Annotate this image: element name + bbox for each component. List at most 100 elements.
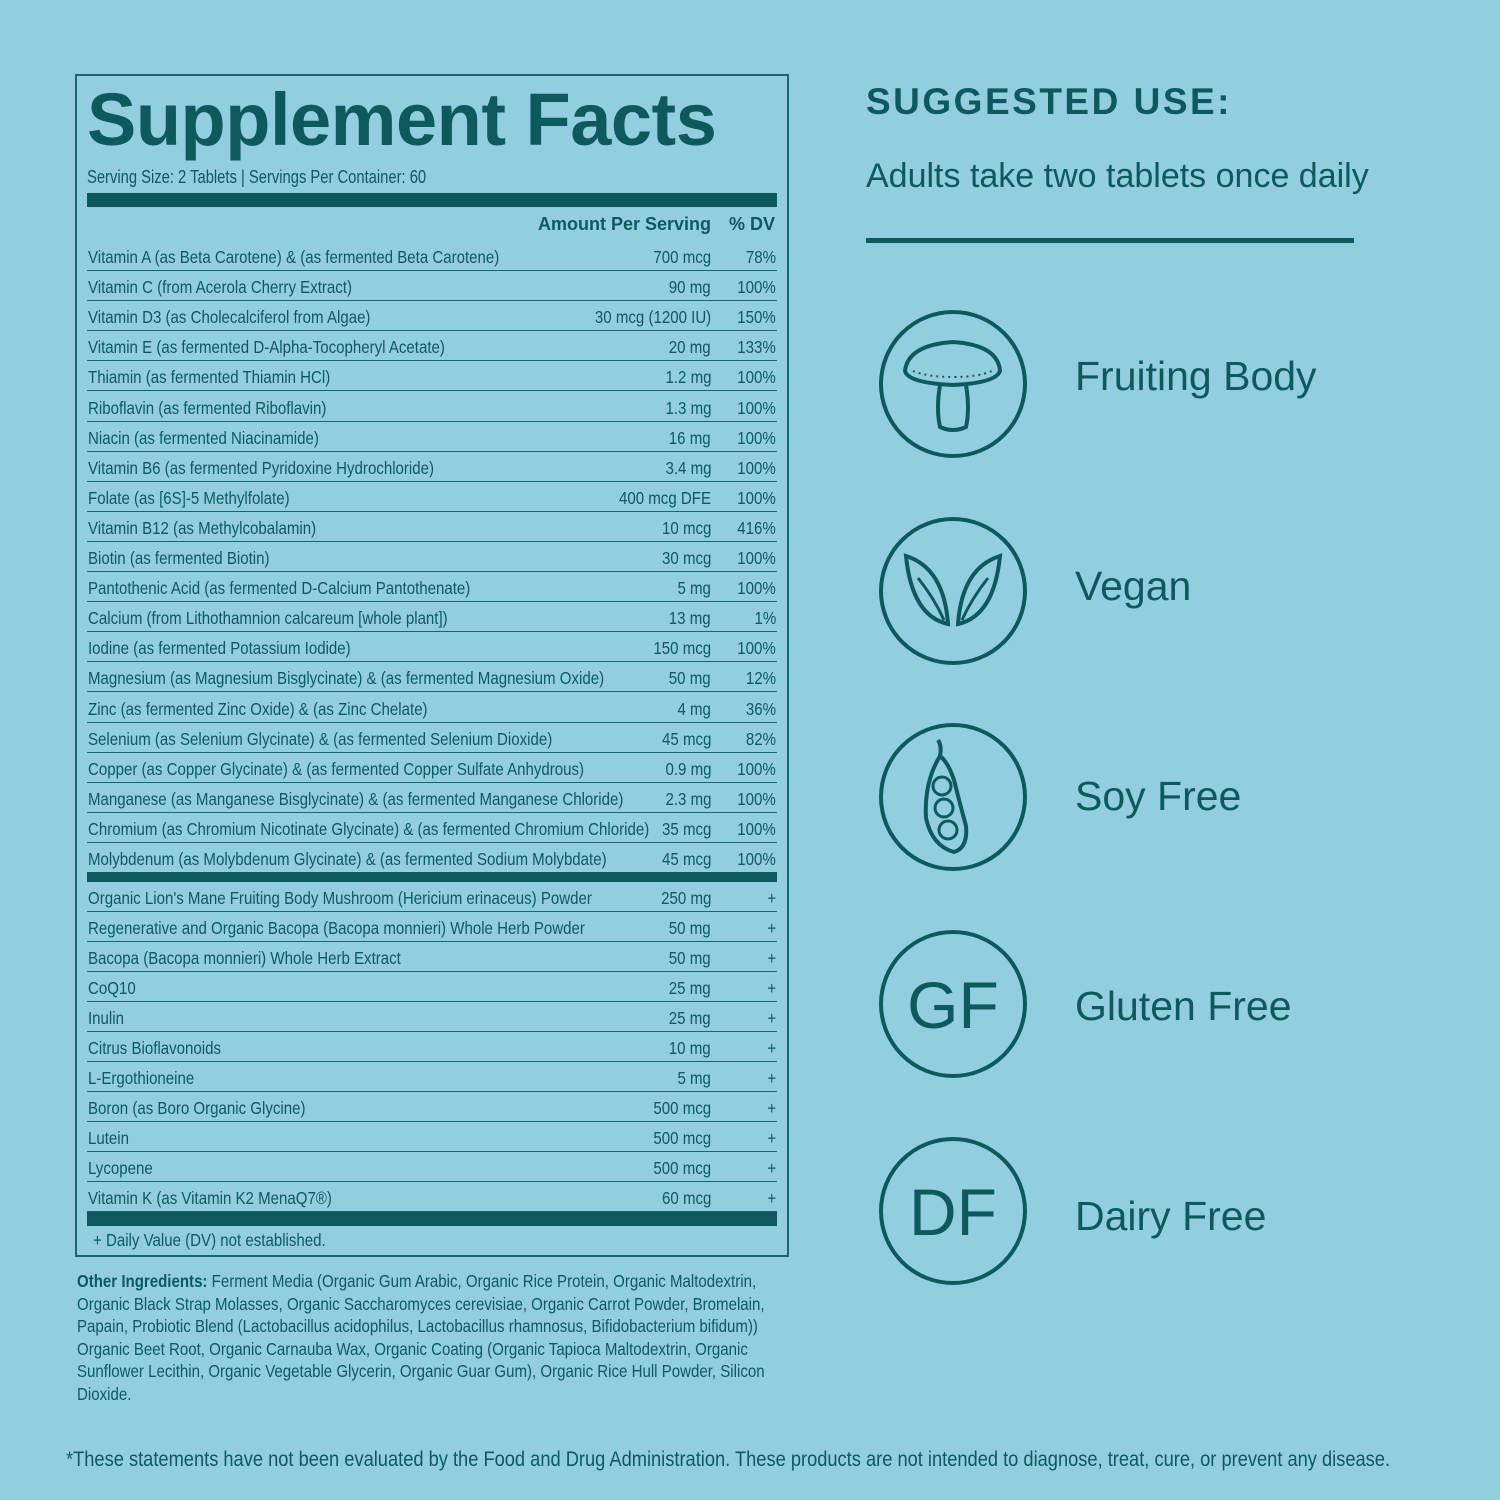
nutrient-name: Molybdenum (as Molybdenum Glycinate) & (…	[88, 849, 607, 869]
table-row: Iodine (as fermented Potassium Iodide) 15…	[87, 632, 777, 663]
nutrient-dv: +	[767, 978, 776, 998]
nutrient-dv: +	[767, 1128, 776, 1148]
nutrient-dv: 100%	[737, 758, 776, 779]
table-row: Zinc (as fermented Zinc Oxide) & (as Zin…	[87, 693, 777, 723]
table-row: Lutein 500 mcg +	[87, 1122, 777, 1152]
gf-glyph: GF	[907, 968, 999, 1042]
nutrient-dv: 100%	[737, 427, 776, 448]
nutrient-amount: 35 mcg	[661, 818, 711, 839]
nutrient-dv: 100%	[737, 277, 776, 298]
nutrient-name: Vitamin D3 (as Cholecalciferol from Alga…	[88, 307, 371, 328]
nutrient-dv: +	[767, 888, 776, 908]
nutrient-dv: 100%	[737, 638, 776, 659]
nutrient-name: Calcium (from Lithothamnion calcareum [w…	[88, 608, 448, 629]
nutrient-name: Vitamin B12 (as Methylcobalamin)	[88, 517, 317, 538]
nutrient-name: Zinc (as fermented Zinc Oxide) & (as Zin…	[88, 698, 428, 719]
nutrient-dv: +	[767, 1158, 776, 1178]
nutrient-dv: 100%	[737, 818, 776, 839]
nutrient-amount: 500 mcg	[653, 1158, 711, 1178]
panel-title: Supplement Facts	[87, 78, 717, 161]
table-row: Folate (as [6S]-5 Methylfolate) 400 mcg D…	[87, 482, 777, 512]
table-row: Calcium (from Lithothamnion calcareum [w…	[87, 602, 777, 633]
bottom-divider	[87, 1212, 777, 1226]
nutrient-amount: 0.9 mg	[664, 758, 711, 779]
nutrient-dv: 36%	[745, 698, 776, 719]
nutrient-name: Vitamin C (from Acerola Cherry Extract)	[88, 277, 353, 298]
nutrient-dv: +	[767, 1098, 776, 1118]
nutrient-amount: 3.4 mg	[664, 457, 711, 478]
nutrient-dv: +	[767, 1008, 776, 1028]
nutrient-dv: 1%	[754, 608, 776, 629]
nutrient-name: Biotin (as fermented Biotin)	[88, 548, 270, 568]
nutrient-amount: 45 mcg	[661, 849, 711, 869]
table-row: Inulin 25 mg +	[87, 1002, 777, 1032]
table-row: Biotin (as fermented Biotin) 30 mcg 100%	[87, 542, 777, 572]
nutrient-amount: 50 mg	[669, 918, 711, 938]
nutrient-dv: 78%	[745, 247, 776, 267]
table-row: Niacin (as fermented Niacinamide) 16 mg 10…	[87, 422, 777, 452]
nutrient-dv: 82%	[745, 728, 776, 749]
nutrient-dv: +	[767, 1188, 776, 1208]
amount-header: Amount Per Serving	[537, 214, 711, 234]
nutrient-dv: 12%	[745, 668, 776, 689]
nutrient-dv: +	[767, 918, 776, 938]
nutrient-amount: 30 mcg (1200 IU)	[594, 307, 711, 328]
nutrient-dv: 100%	[737, 457, 776, 478]
table-row: Chromium (as Chromium Nicotinate Glycina…	[87, 813, 777, 843]
nutrient-dv: 150%	[737, 307, 776, 328]
supplement-facts-panel: Supplement Facts Serving Size: 2 Tablets…	[75, 74, 789, 1257]
nutrient-name: Bacopa (Bacopa monnieri) Whole Herb Extr…	[88, 948, 401, 968]
nutrient-name: Chromium (as Chromium Nicotinate Glycina…	[88, 818, 650, 839]
badge-label-gluten-free: Gluten Free	[1075, 983, 1292, 1029]
serving-info: Serving Size: 2 Tablets | Servings Per C…	[87, 167, 427, 187]
nutrient-name: Regenerative and Organic Bacopa (Bacopa …	[88, 918, 585, 938]
df-icon: DF	[878, 1136, 1028, 1286]
suggested-use-title: SUGGESTED USE:	[866, 81, 1232, 122]
nutrient-name: L-Ergothioneine	[88, 1068, 195, 1088]
top-divider	[87, 193, 777, 207]
nutrient-amount: 13 mg	[669, 608, 711, 629]
nutrient-name: Riboflavin (as fermented Riboflavin)	[88, 397, 327, 418]
nutrient-amount: 150 mcg	[653, 638, 711, 659]
nutrient-amount: 45 mcg	[661, 728, 711, 749]
df-glyph: DF	[909, 1175, 997, 1249]
nutrient-name: Vitamin E (as fermented D-Alpha-Tocopher…	[88, 337, 445, 358]
table-row: Manganese (as Manganese Bisglycinate) & …	[87, 783, 777, 813]
nutrient-dv: +	[767, 1068, 776, 1088]
table-row: Organic Lion's Mane Fruiting Body Mushro…	[87, 882, 777, 912]
table-row: Molybdenum (as Molybdenum Glycinate) & (…	[87, 843, 777, 873]
table-row: Vitamin D3 (as Cholecalciferol from Alga…	[87, 301, 777, 332]
nutrient-name: Organic Lion's Mane Fruiting Body Mushro…	[88, 888, 592, 908]
leaves-icon	[878, 516, 1028, 666]
nutrient-amount: 20 mg	[669, 337, 711, 358]
nutrient-name: Pantothenic Acid (as fermented D-Calcium…	[88, 578, 471, 599]
nutrient-dv: 416%	[737, 517, 776, 538]
table-row: Vitamin K (as Vitamin K2 MenaQ7®) 60 mcg +	[87, 1182, 777, 1212]
table-row: Vitamin B6 (as fermented Pyridoxine Hydr…	[87, 452, 777, 482]
nutrient-dv: 100%	[737, 788, 776, 809]
soybean-pod-icon	[878, 722, 1028, 872]
nutrient-amount: 90 mg	[669, 277, 711, 298]
table-row: Boron (as Boro Organic Glycine) 500 mcg +	[87, 1092, 777, 1122]
table-row: Vitamin B12 (as Methylcobalamin) 10 mcg 41…	[87, 512, 777, 542]
badge-label-dairy-free: Dairy Free	[1075, 1193, 1267, 1239]
nutrient-name: Vitamin K (as Vitamin K2 MenaQ7®)	[88, 1188, 332, 1208]
nutrient-amount: 4 mg	[677, 698, 711, 719]
table-row: L-Ergothioneine 5 mg +	[87, 1062, 777, 1092]
nutrient-name: Lycopene	[88, 1158, 153, 1178]
nutrient-name: Manganese (as Manganese Bisglycinate) & …	[88, 788, 624, 809]
nutrient-amount: 500 mcg	[653, 1098, 711, 1118]
nutrient-amount: 1.2 mg	[664, 367, 711, 388]
nutrient-name: Copper (as Copper Glycinate) & (as ferme…	[88, 758, 585, 779]
nutrient-dv: 100%	[737, 367, 776, 388]
nutrient-name: Boron (as Boro Organic Glycine)	[88, 1098, 306, 1118]
table-row: Bacopa (Bacopa monnieri) Whole Herb Extr…	[87, 942, 777, 972]
table-row: Lycopene 500 mcg +	[87, 1152, 777, 1182]
nutrient-name: Inulin	[88, 1008, 124, 1028]
other-ingredients: Other Ingredients: Ferment Media (Organi…	[77, 1270, 791, 1405]
suggested-use-divider	[866, 238, 1354, 243]
nutrient-name: Magnesium (as Magnesium Bisglycinate) & …	[88, 668, 605, 689]
nutrient-name: Folate (as [6S]-5 Methylfolate)	[88, 487, 290, 508]
nutrient-dv: 133%	[737, 337, 776, 358]
nutrient-dv: 100%	[737, 849, 776, 869]
